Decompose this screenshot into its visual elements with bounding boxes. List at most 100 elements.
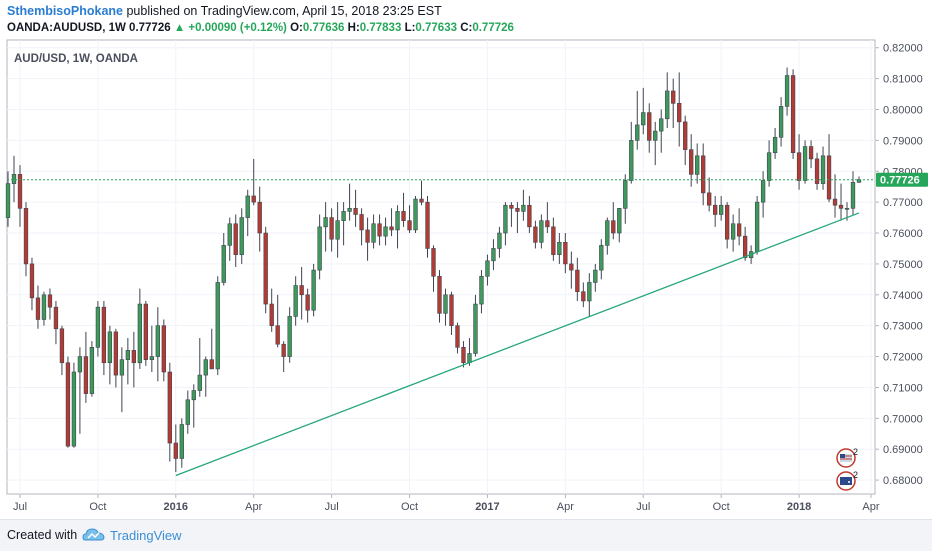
candle [17, 165, 23, 227]
candle [730, 214, 736, 252]
candle [137, 288, 143, 369]
open-value: 0.77636 [302, 22, 345, 34]
candle [689, 134, 694, 187]
candle [167, 362, 172, 462]
us-flag-event-icon[interactable]: 2 [836, 447, 858, 468]
au-flag-star [848, 481, 850, 483]
published-text: published on TradingView.com, April 15, … [126, 4, 442, 18]
candle [83, 331, 89, 403]
candle [317, 214, 322, 280]
candle [287, 307, 292, 363]
candle-body [719, 204, 724, 215]
tradingview-link[interactable]: TradingView [110, 528, 182, 543]
candle-body [101, 306, 107, 364]
candle-body [509, 204, 514, 209]
candle-body [521, 204, 526, 212]
price-chart[interactable]: 0.820000.810000.800000.790000.780000.770… [0, 0, 932, 519]
candle-body [443, 294, 448, 314]
candle-body [695, 155, 700, 175]
candle [850, 171, 856, 215]
candle-body [377, 223, 382, 237]
candle-body [449, 294, 454, 326]
candle [365, 217, 370, 261]
candle [473, 294, 478, 357]
candle-body [179, 424, 184, 459]
candle [820, 146, 826, 190]
candle-body [437, 275, 442, 314]
y-tick-label: 0.72000 [883, 352, 923, 364]
candle [814, 152, 820, 190]
x-tick-label: Apr [557, 501, 574, 513]
candle-body [35, 297, 41, 320]
grid [7, 40, 875, 494]
candle [293, 276, 298, 326]
candle [149, 325, 154, 373]
x-tick-label: Apr [245, 501, 262, 513]
y-tick-label: 0.80000 [883, 104, 923, 116]
candle-body [689, 149, 694, 175]
candle-body [245, 195, 250, 218]
candle [587, 273, 592, 317]
candle-body [760, 180, 766, 203]
candle [611, 202, 616, 240]
candle-body [107, 331, 113, 364]
candle-body [713, 204, 718, 215]
x-tick-label: Oct [713, 501, 730, 513]
candle [53, 300, 59, 345]
candle-body [647, 112, 652, 141]
candle-body [707, 192, 712, 206]
x-tick-label: Oct [89, 501, 106, 513]
candle-body [401, 211, 406, 221]
candle [359, 208, 364, 246]
candle-body [293, 285, 298, 317]
au-flag-event-icon[interactable]: 2 [836, 470, 858, 491]
candle-body [53, 306, 59, 330]
candle-body [653, 130, 658, 141]
candle [742, 226, 748, 261]
candle-body [299, 285, 304, 296]
candle [233, 214, 238, 267]
candle [533, 220, 538, 249]
candle-body [359, 214, 364, 231]
candle [784, 67, 790, 116]
trendline[interactable] [175, 212, 860, 477]
candle-body [83, 356, 89, 394]
open-label: O: [290, 22, 303, 34]
candle-body [329, 217, 334, 240]
candle [479, 270, 484, 314]
candle [671, 78, 676, 129]
candle-body [269, 303, 274, 326]
candle-body [419, 198, 424, 203]
candle [245, 189, 250, 237]
candle-body [17, 174, 23, 209]
candle [131, 331, 137, 388]
candle-body [742, 235, 748, 259]
candle-body [838, 204, 844, 209]
candle [653, 121, 658, 166]
candle [790, 69, 796, 159]
y-tick-label: 0.75000 [883, 259, 923, 271]
candle-body [473, 303, 478, 354]
last-price-tag-text: 0.77726 [880, 175, 920, 187]
candle-body [47, 294, 53, 308]
y-tick-label: 0.76000 [883, 228, 923, 240]
candle-body [826, 155, 832, 200]
candle [545, 202, 550, 234]
candle-body [677, 103, 682, 123]
candle [581, 282, 586, 308]
author-link[interactable]: SthembisoPhokane [7, 4, 123, 18]
x-tick-label: Jul [325, 501, 339, 513]
candle [425, 195, 430, 258]
candle-body [455, 325, 460, 348]
candle [617, 208, 622, 243]
candle-body [275, 325, 280, 345]
candle [802, 140, 808, 184]
candle [695, 143, 700, 184]
candle-body [701, 155, 706, 194]
event-count: 2 [853, 447, 858, 457]
publish-info: SthembisoPhokane published on TradingVie… [7, 4, 442, 18]
candle-body [203, 359, 208, 376]
candle-body [844, 208, 850, 210]
created-with-text: Created with [7, 528, 78, 542]
candle-body [766, 152, 772, 181]
